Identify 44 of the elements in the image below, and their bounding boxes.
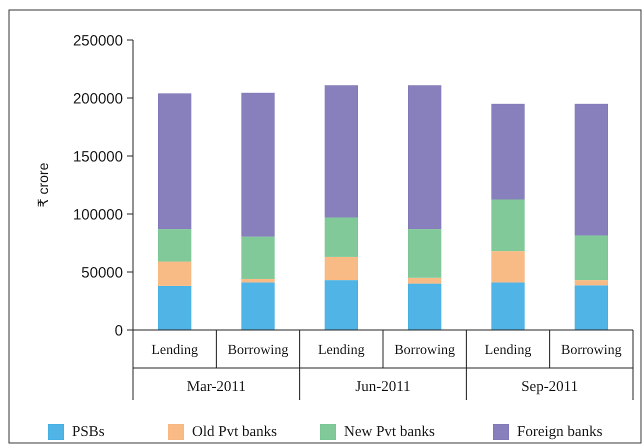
bar xyxy=(408,284,442,330)
y-tick-label: 100000 xyxy=(72,206,123,224)
y-axis-title: ₹ crore xyxy=(35,162,51,208)
x-tick-label: Lending xyxy=(318,343,365,358)
bar xyxy=(324,280,358,330)
y-tick-label: 0 xyxy=(114,322,123,340)
legend-label: Old Pvt banks xyxy=(192,424,278,440)
y-tick-label: 250000 xyxy=(72,32,123,50)
bar xyxy=(574,285,608,330)
bar xyxy=(574,104,608,236)
bar xyxy=(241,278,275,282)
y-tick-label: 150000 xyxy=(72,148,123,166)
bar xyxy=(574,235,608,280)
x-tick-label: Borrowing xyxy=(560,343,622,358)
bar xyxy=(408,85,442,230)
x-tick-label: Lending xyxy=(151,343,198,358)
x-tick-label: Borrowing xyxy=(394,343,456,358)
bar xyxy=(408,229,442,278)
x-tick-label: Borrowing xyxy=(228,343,288,358)
x-tick-label: Lending xyxy=(484,343,532,358)
bar xyxy=(158,93,192,230)
bar xyxy=(241,282,275,330)
bar xyxy=(491,251,525,282)
bar xyxy=(408,278,442,284)
bar xyxy=(158,262,192,286)
y-tick-label: 200000 xyxy=(72,90,123,108)
bar xyxy=(158,286,192,330)
legend-label: Foreign banks xyxy=(517,424,603,440)
bar xyxy=(324,217,358,257)
bar xyxy=(241,236,275,279)
text: Jun-2011 xyxy=(355,379,411,395)
text: Mar-2011 xyxy=(186,379,246,395)
bar xyxy=(491,104,525,200)
bar xyxy=(241,92,275,237)
bar xyxy=(574,280,608,286)
bar xyxy=(324,256,358,280)
text: Sep-2011 xyxy=(521,379,578,395)
y-tick-label: 50000 xyxy=(81,264,123,282)
bar xyxy=(491,282,525,330)
legend-label: New Pvt banks xyxy=(344,424,435,440)
bar xyxy=(491,200,525,252)
bar xyxy=(158,229,192,262)
bar xyxy=(324,85,358,218)
legend-label: PSBs xyxy=(72,424,105,440)
